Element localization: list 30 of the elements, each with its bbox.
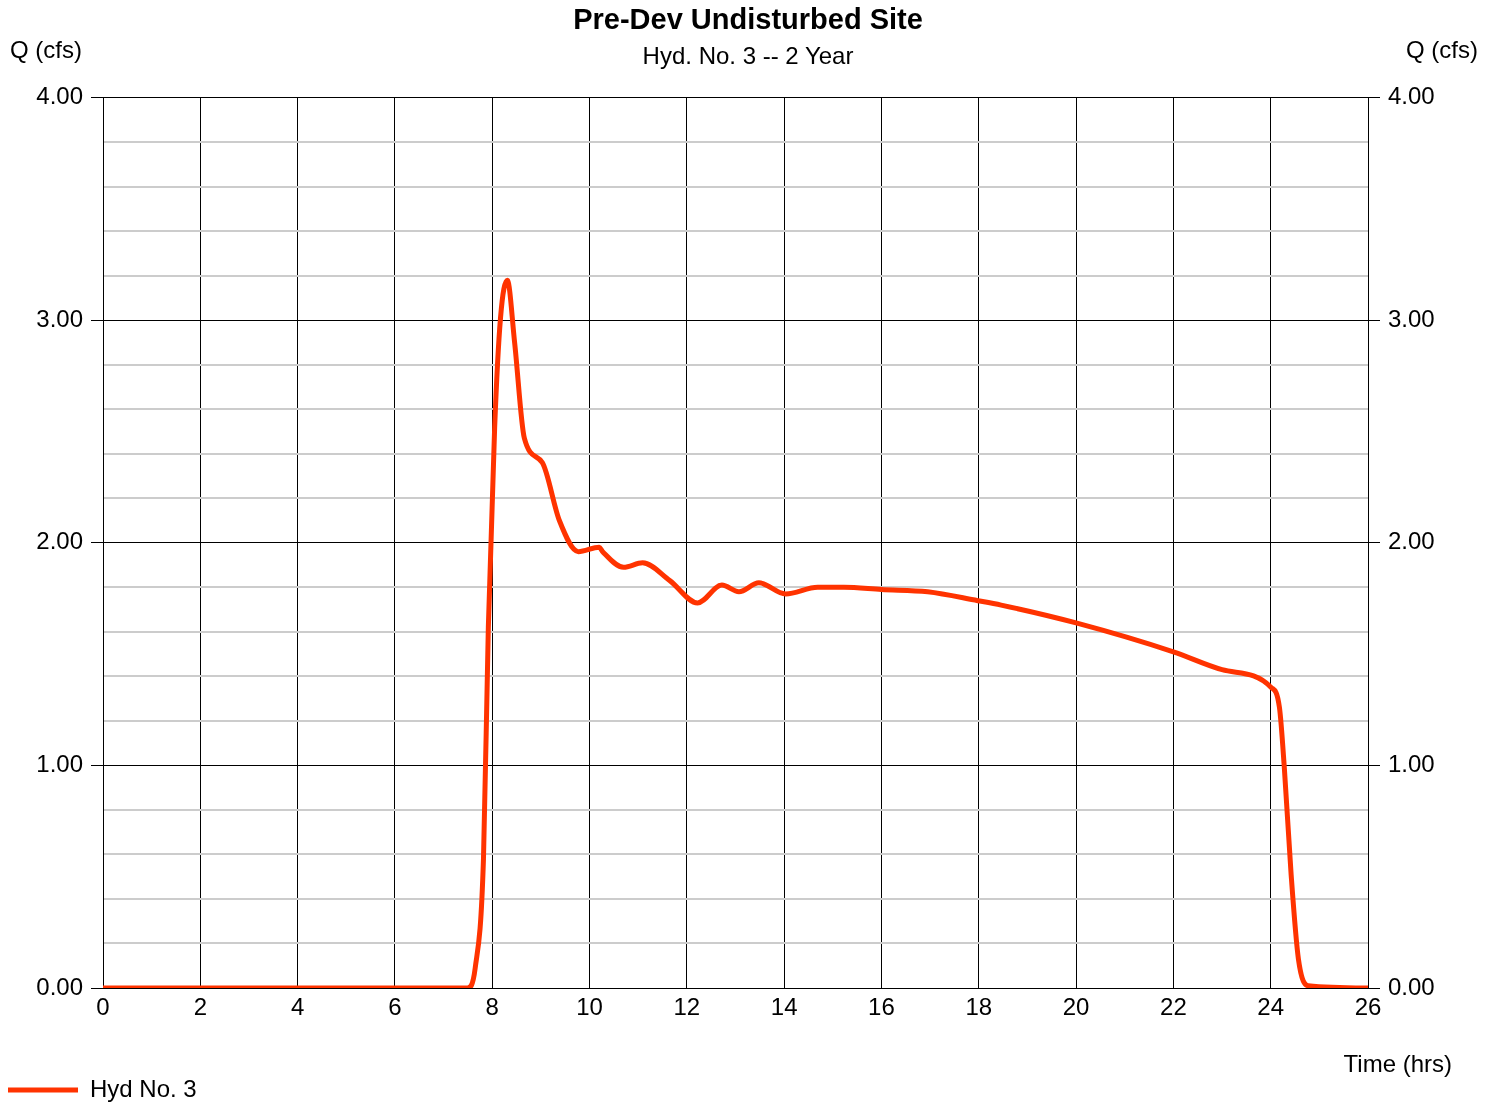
x-tick-label: 16 bbox=[868, 993, 895, 1021]
legend-label: Hyd No. 3 bbox=[90, 1074, 197, 1102]
y-tick-label: 1.00 bbox=[36, 750, 83, 778]
y2-axis-title: Q (cfs) bbox=[1406, 36, 1478, 63]
x-tick-label: 18 bbox=[965, 993, 993, 1021]
chart-subtitle: Hyd. No. 3 -- 2 Year bbox=[642, 41, 854, 69]
x-tick-label: 12 bbox=[673, 993, 701, 1021]
x-tick-label: 10 bbox=[576, 993, 603, 1021]
y2-tick-label: 2.00 bbox=[1388, 527, 1435, 555]
x-tick-label: 20 bbox=[1062, 993, 1090, 1021]
y-tick-label: 0.00 bbox=[36, 972, 83, 1000]
x-tick-label: 24 bbox=[1257, 993, 1285, 1021]
x-tick-label: 14 bbox=[770, 993, 798, 1021]
y2-tick-label: 4.00 bbox=[1388, 82, 1435, 110]
y2-tick-label: 1.00 bbox=[1388, 750, 1435, 778]
y2-tick-label: 0.00 bbox=[1388, 972, 1435, 1000]
x-tick-label: 8 bbox=[485, 993, 499, 1021]
x-tick-label: 22 bbox=[1160, 993, 1187, 1021]
x-axis-title: Time (hrs) bbox=[1343, 1050, 1452, 1077]
y-axis-title: Q (cfs) bbox=[10, 36, 82, 63]
y-tick-label: 4.00 bbox=[36, 82, 83, 110]
chart-title: Pre-Dev Undisturbed Site bbox=[573, 3, 923, 36]
x-tick-label: 2 bbox=[193, 993, 207, 1021]
x-tick-label: 4 bbox=[290, 993, 305, 1021]
x-tick-label: 6 bbox=[388, 993, 402, 1021]
y2-tick-label: 3.00 bbox=[1388, 304, 1435, 332]
x-tick-label: 0 bbox=[96, 993, 110, 1021]
y-tick-label: 2.00 bbox=[36, 527, 83, 555]
y-tick-label: 3.00 bbox=[36, 304, 83, 332]
x-tick-label: 26 bbox=[1354, 993, 1382, 1021]
